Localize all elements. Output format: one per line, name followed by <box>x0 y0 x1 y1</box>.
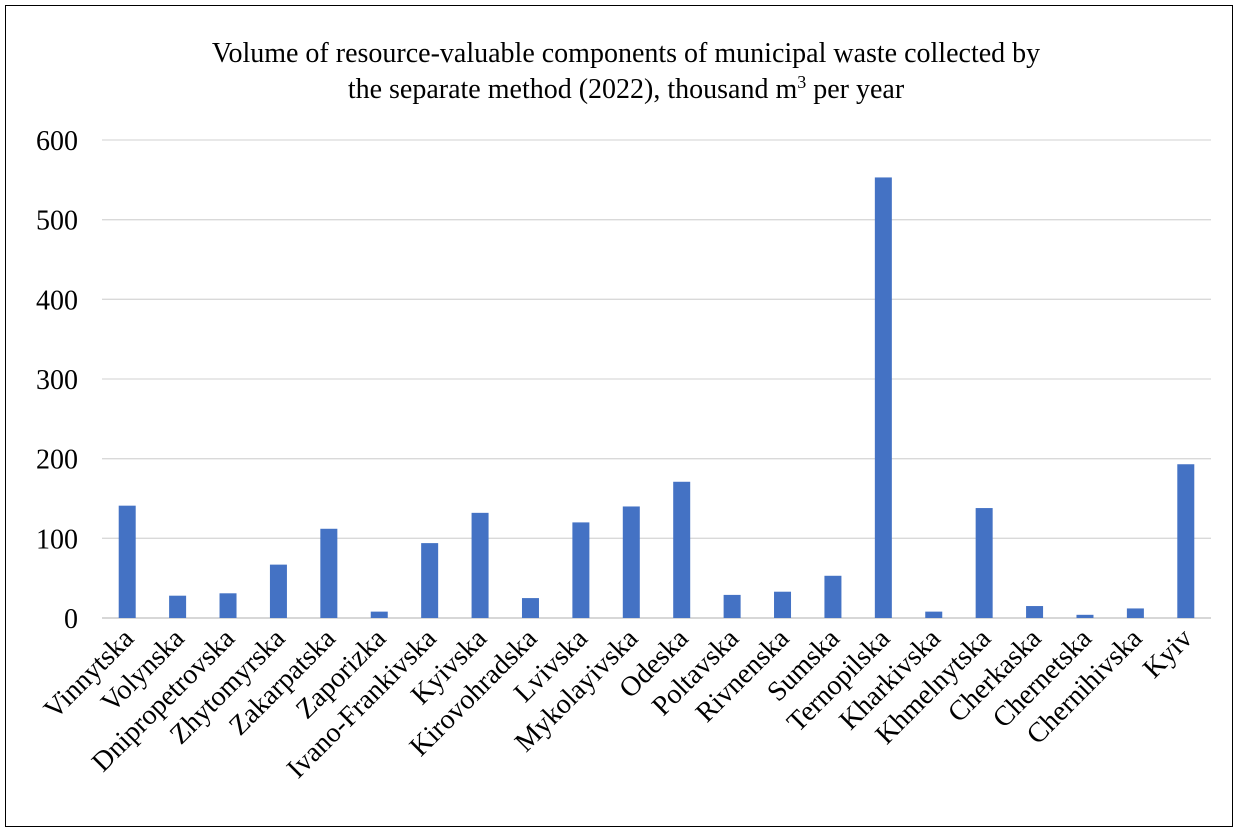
bar-lvivska <box>572 522 590 618</box>
bar-zhytomyrska <box>269 564 287 618</box>
bar-ternopilska <box>874 177 892 618</box>
bar-zakarpatska <box>320 528 338 618</box>
x-tick-label-kyiv: Kyiv <box>1137 623 1199 685</box>
y-tick-label: 600 <box>36 126 78 157</box>
y-tick-label: 300 <box>36 365 78 396</box>
bar-zaporizka <box>370 611 388 618</box>
chart-title-line-2-main: the separate method (2022), thousand m <box>348 74 798 105</box>
bar-odeska <box>673 481 691 618</box>
bar-rivnenska <box>774 591 792 618</box>
bar-kirovohradska <box>521 598 539 618</box>
bar-chernetska <box>1076 614 1094 618</box>
y-tick-label: 0 <box>64 604 78 635</box>
bar-vinnytska <box>118 505 136 618</box>
bar-mykolayivska <box>622 506 640 618</box>
bar-chernihivska <box>1126 608 1144 618</box>
bar-ivano-frankivska <box>421 543 439 618</box>
y-tick-label: 500 <box>36 206 78 237</box>
chart-title-line-2: the separate method (2022), thousand m3 … <box>348 72 905 105</box>
bars <box>118 177 1195 618</box>
chart-title-line-1: Volume of resource-valuable components o… <box>212 38 1040 69</box>
bar-poltavska <box>723 594 741 618</box>
chart-title-line-2-end: per year <box>806 74 905 105</box>
chart-title-superscript: 3 <box>797 72 806 92</box>
bar-sumska <box>824 575 842 618</box>
y-tick-label: 400 <box>36 285 78 316</box>
bar-cherkaska <box>1026 606 1044 618</box>
bar-khmelnytska <box>975 508 993 618</box>
x-axis-labels: VinnytskaVolynskaDnipropetrovskaZhytomyr… <box>38 623 1199 785</box>
gridlines <box>102 139 1211 619</box>
chart-frame <box>5 5 1233 827</box>
bar-volynska <box>169 595 187 618</box>
bar-dnipropetrovska <box>219 593 237 618</box>
y-tick-label: 200 <box>36 445 78 476</box>
y-axis-ticks: 0 100 200 300 400 500 600 <box>36 126 78 635</box>
y-tick-label: 100 <box>36 524 78 555</box>
bar-kyiv <box>1177 464 1195 618</box>
bar-kharkivska <box>925 611 943 618</box>
bar-kyivska <box>471 512 489 618</box>
